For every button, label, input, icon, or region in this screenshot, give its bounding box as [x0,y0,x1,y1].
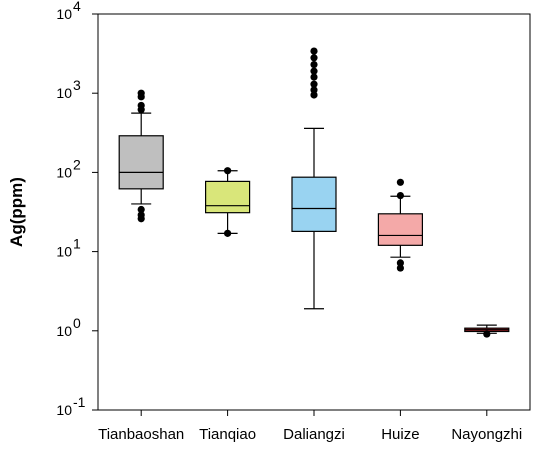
x-axis-ticks: Tianbaoshan Tianqiao Daliangzi Huize Nayongz… [98,410,522,443]
outlier-point [137,205,145,214]
y-axis-label: Ag(ppm) [7,177,26,247]
outlier-point [483,330,491,338]
iqr-box [118,135,164,190]
x-tick-label: Tianbaoshan [98,426,184,443]
iqr-box [205,180,251,214]
box-tianqiao [205,167,251,237]
x-tick-label: Tianqiao [199,426,256,443]
outlier-point [310,91,318,99]
y-tick-label: 10 [56,164,72,180]
outlier-point [310,47,318,55]
y-tick-exponent: 4 [73,0,81,14]
outlier-point [310,54,318,62]
outlier-point [396,264,404,272]
boxes-group [118,47,510,338]
outlier-point [310,86,318,94]
y-tick-label: 10 [56,85,72,101]
x-tick-label: Nayongzhi [451,426,522,443]
y-tick-label: 10 [56,402,72,418]
x-tick-label: Huize [381,426,419,443]
outlier-point [396,259,404,267]
outlier-point [137,101,145,110]
y-tick-exponent: -1 [73,394,86,410]
box-huize [377,178,423,272]
y-tick-exponent: 1 [73,236,81,252]
outlier-point [396,178,404,186]
outlier-point [137,211,145,219]
y-tick-label: 10 [56,323,72,339]
y-tick-exponent: 0 [73,315,81,331]
outlier-point [310,80,318,88]
box-tianbaoshan [118,89,164,223]
outlier-point [137,89,145,97]
y-tick-label: 10 [56,6,72,22]
outlier-point [310,73,318,81]
outlier-point [224,229,232,237]
y-tick-exponent: 3 [73,77,81,93]
x-tick-label: Daliangzi [283,426,345,443]
outlier-point [396,191,404,200]
iqr-box [291,176,337,232]
outlier-point [310,67,318,75]
iqr-box [377,213,423,246]
outlier-point [310,60,318,69]
box-daliangzi [291,47,337,310]
outlier-point [224,167,232,175]
y-tick-exponent: 2 [73,156,81,172]
y-tick-label: 10 [56,244,72,260]
box-nayongzhi [464,324,510,338]
